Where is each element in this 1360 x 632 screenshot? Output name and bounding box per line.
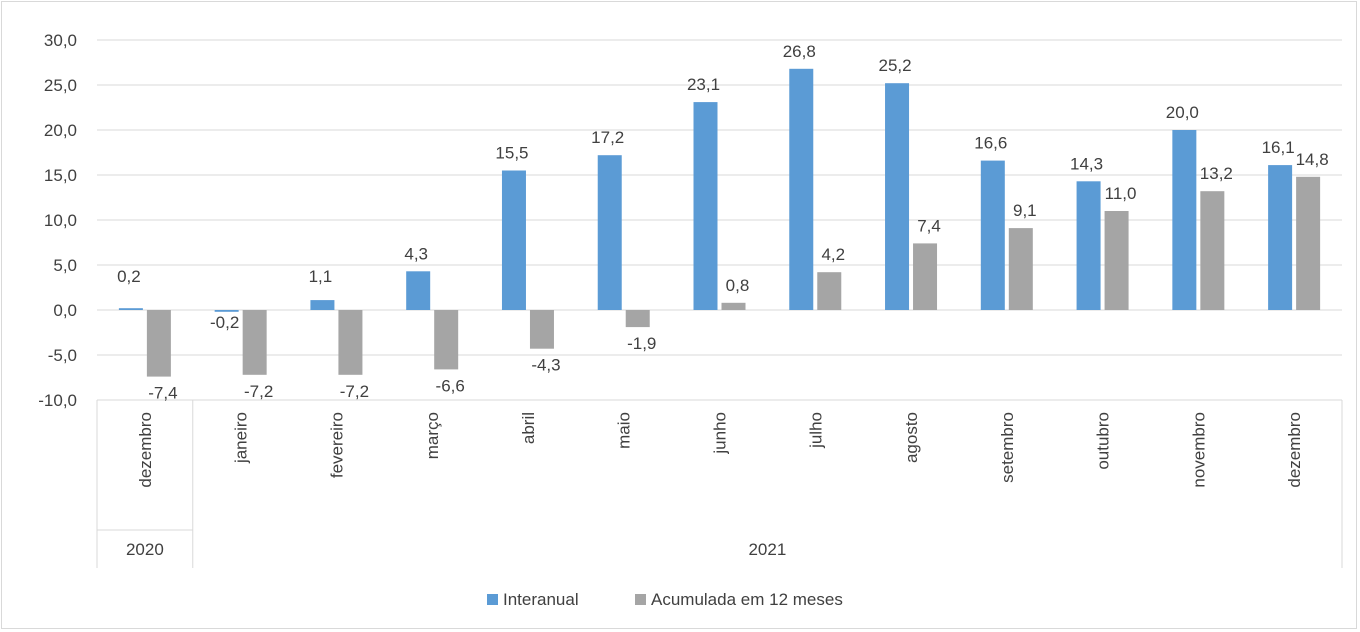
x-tick-label: dezembro (136, 412, 155, 488)
data-label: 0,8 (726, 276, 750, 295)
y-tick-label: -10,0 (38, 391, 77, 410)
bar-acumulada (1008, 228, 1033, 310)
data-label: 4,3 (404, 244, 428, 263)
bar-interanual (597, 155, 622, 310)
x-tick-label: dezembro (1285, 412, 1304, 488)
x-tick-label: maio (615, 412, 634, 449)
data-label: 9,1 (1013, 201, 1037, 220)
x-tick-label: outubro (1094, 412, 1113, 470)
bar-interanual (693, 102, 718, 310)
data-label: 14,3 (1070, 154, 1103, 173)
data-label: 25,2 (878, 56, 911, 75)
bar-interanual (118, 308, 143, 310)
x-tick-label: janeiro (232, 412, 251, 464)
data-label: -4,3 (531, 356, 560, 375)
bar-acumulada (146, 310, 171, 377)
bar-acumulada (242, 310, 267, 375)
group-label: 2021 (748, 540, 786, 559)
bar-acumulada (434, 310, 459, 370)
data-label: 23,1 (687, 75, 720, 94)
data-label: 26,8 (783, 42, 816, 61)
bar-acumulada (1104, 211, 1129, 310)
bar-acumulada (817, 272, 842, 310)
bar-acumulada (338, 310, 363, 375)
legend-label: Acumulada em 12 meses (651, 590, 843, 609)
bar-interanual (501, 170, 526, 310)
x-tick-label: novembro (1189, 412, 1208, 488)
bar-interanual (1172, 130, 1197, 310)
data-label: -1,9 (627, 334, 656, 353)
bar-interanual (310, 300, 335, 310)
legend-swatch (635, 594, 646, 605)
bar-acumulada (625, 310, 650, 328)
bar-interanual (1076, 181, 1101, 310)
data-label: 16,1 (1262, 138, 1295, 157)
bar-interanual (885, 83, 910, 310)
bar-acumulada (1200, 191, 1225, 310)
data-label: 17,2 (591, 128, 624, 147)
y-tick-label: -5,0 (48, 346, 77, 365)
data-label: 13,2 (1200, 164, 1233, 183)
y-tick-label: 15,0 (44, 166, 77, 185)
x-tick-label: abril (519, 412, 538, 444)
data-label: 0,2 (117, 267, 141, 286)
bar-interanual (406, 271, 431, 310)
data-label: -7,2 (244, 382, 273, 401)
bar-acumulada (529, 310, 554, 349)
data-label: 4,2 (821, 245, 845, 264)
data-label: 20,0 (1166, 103, 1199, 122)
y-tick-label: 0,0 (53, 301, 77, 320)
data-label: -7,4 (148, 384, 177, 403)
y-tick-label: 30,0 (44, 31, 77, 50)
data-label: -6,6 (436, 376, 465, 395)
data-label: -7,2 (340, 382, 369, 401)
legend-label: Interanual (503, 590, 579, 609)
bar-interanual (980, 160, 1005, 310)
bar-acumulada (913, 243, 938, 310)
y-tick-label: 10,0 (44, 211, 77, 230)
bar-acumulada (721, 302, 746, 310)
y-tick-label: 5,0 (53, 256, 77, 275)
data-label: 14,8 (1296, 150, 1329, 169)
data-label: 16,6 (974, 134, 1007, 153)
x-tick-label: setembro (998, 412, 1017, 483)
x-tick-label: julho (806, 412, 825, 449)
y-tick-label: 20,0 (44, 121, 77, 140)
x-tick-label: março (423, 412, 442, 459)
bar-interanual (789, 68, 814, 310)
data-label: 15,5 (495, 144, 528, 163)
bar-interanual (214, 310, 239, 312)
x-tick-label: fevereiro (327, 412, 346, 478)
data-label: 11,0 (1105, 184, 1137, 203)
data-label: -0,2 (210, 313, 239, 332)
bar-acumulada (1296, 176, 1321, 310)
x-tick-label: junho (711, 412, 730, 455)
legend-swatch (487, 594, 498, 605)
data-label: 7,4 (917, 216, 941, 235)
bar-interanual (1268, 165, 1293, 310)
data-label: 1,1 (309, 267, 333, 286)
x-tick-label: agosto (902, 412, 921, 463)
group-label: 2020 (126, 540, 164, 559)
y-tick-label: 25,0 (44, 76, 77, 95)
